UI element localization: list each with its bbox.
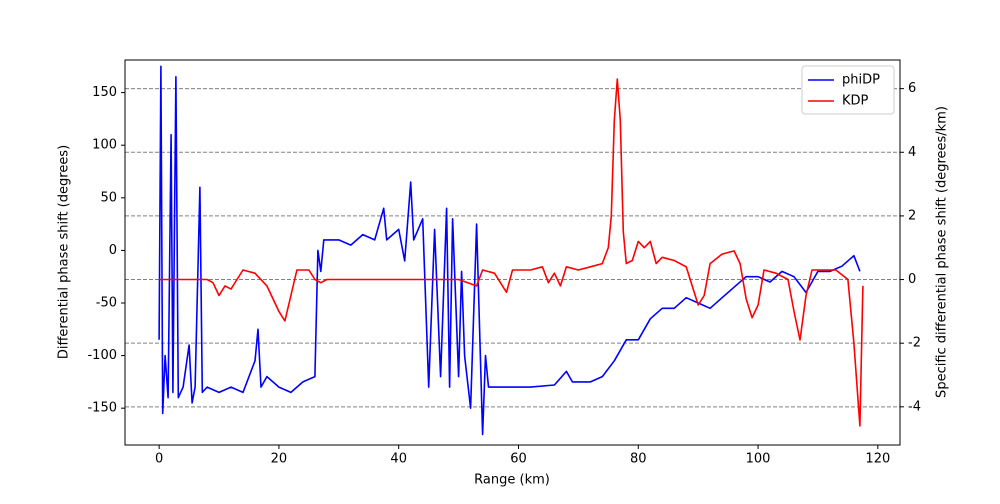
y2-tick-label: -2 bbox=[908, 336, 921, 351]
legend-box bbox=[801, 65, 895, 115]
y-tick-label: 0 bbox=[109, 243, 117, 258]
x-tick-label: 20 bbox=[271, 452, 288, 467]
y2-tick-label: 0 bbox=[908, 272, 916, 287]
x-tick-label: 100 bbox=[746, 452, 771, 467]
x-tick-label: 120 bbox=[865, 452, 890, 467]
data-line bbox=[158, 65, 861, 436]
y2-tick-label: 6 bbox=[908, 81, 916, 96]
legend-label: KDP bbox=[842, 94, 869, 109]
legend-label: phiDP bbox=[842, 73, 880, 88]
y-tick-label: 100 bbox=[92, 138, 117, 153]
y-tick-label: 150 bbox=[92, 85, 117, 100]
y-tick-label: 50 bbox=[100, 190, 117, 205]
x-axis-label: Range (km) bbox=[474, 473, 550, 488]
data-line bbox=[159, 78, 864, 427]
y2-tick-label: 4 bbox=[908, 145, 916, 160]
y-tick-label: -50 bbox=[96, 295, 117, 310]
plot-frame bbox=[124, 59, 901, 446]
y2-tick-label: -4 bbox=[908, 399, 921, 414]
y-tick-label: -100 bbox=[87, 348, 117, 363]
x-tick-label: 60 bbox=[510, 452, 527, 467]
y2-tick-label: 2 bbox=[908, 208, 916, 223]
x-tick-label: 0 bbox=[155, 452, 163, 467]
x-tick-label: 40 bbox=[390, 452, 407, 467]
x-tick-label: 80 bbox=[630, 452, 647, 467]
y-axis-label: Differential phase shift (degrees) bbox=[57, 145, 72, 359]
y2-axis-label: Specific differential phase shift (degre… bbox=[935, 106, 950, 398]
y-tick-label: -150 bbox=[87, 401, 117, 416]
